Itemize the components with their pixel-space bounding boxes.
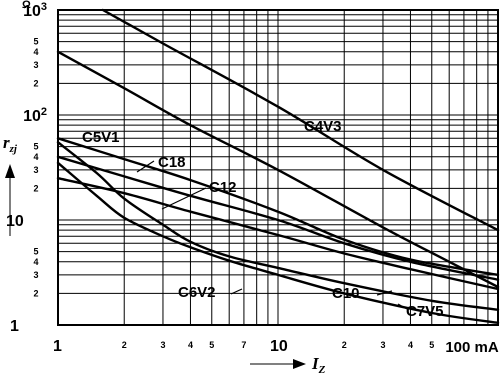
y-axis-title-text: rzj [3, 133, 18, 155]
series-labels: C4V3 C5V1 C18 C12 C10 C6V2 C7V5 [82, 118, 444, 320]
x-tick-label-minor: 4 [408, 340, 413, 350]
x-tick-label-minor: 4 [188, 340, 193, 350]
x-tick-label-major: 1 [53, 338, 62, 355]
x-tick-label-minor: 2 [342, 340, 347, 350]
x-tick-label-minor: 5 [429, 340, 434, 350]
series-label-c18: C18 [158, 154, 186, 171]
series-label-c5v1: C5V1 [82, 129, 120, 146]
y-tick-label-minor: 5 [33, 247, 38, 257]
series-line-c18 [56, 137, 500, 277]
x-tick-label-minor: 5 [209, 340, 214, 350]
series-label-c12: C12 [209, 179, 237, 196]
series-line-c10 [56, 177, 500, 291]
series-line-c7v5 [56, 141, 500, 311]
y-tick-label-minor: 4 [33, 152, 38, 162]
x-tick-label-major: 10 [270, 338, 288, 355]
x-tick-label-minor: 3 [380, 340, 385, 350]
x-tick-label-minor: 7 [241, 340, 246, 350]
leader-line-c6v2 [230, 288, 243, 295]
series-line-c12 [56, 155, 500, 281]
y-tick-label-minor: 3 [33, 270, 38, 280]
y-axis-arrow-icon [5, 164, 15, 178]
y-tick-label-major: 103 [23, 1, 47, 20]
y-tick-label-minor: 5 [33, 37, 38, 47]
x-tick-label-minor: 3 [160, 340, 165, 350]
x-tick-label-minor: 2 [122, 340, 127, 350]
series-line-c5v1 [56, 50, 500, 289]
x-axis-arrow-icon [293, 359, 306, 369]
y-tick-base: 10 [23, 108, 41, 125]
y-axis-title-sub: zj [9, 143, 18, 155]
y-tick-label-minor: 2 [33, 183, 38, 193]
x-axis-title-text: IZ [311, 354, 326, 376]
leader-line-c7v5 [397, 303, 408, 310]
y-axis-title: rzj [3, 133, 18, 236]
y-tick-label-major: 1 [10, 318, 19, 335]
x-tick-label-major: 100 mA [445, 339, 499, 356]
y-tick-label-minor: 4 [33, 47, 38, 57]
y-tick-label-minor: 2 [33, 78, 38, 88]
y-tick-label-minor: 2 [33, 288, 38, 298]
y-tick-label-minor: 3 [33, 165, 38, 175]
y-tick-label-major: 10 [6, 213, 24, 230]
label-leaders [136, 160, 408, 310]
series-label-c6v2: C6V2 [178, 284, 216, 301]
x-tick-labels: 1 10 100 mA 2 3 4 5 7 2 3 4 5 [53, 338, 499, 356]
x-axis-title: IZ [250, 354, 326, 376]
series-line-c4v3 [101, 8, 500, 232]
leader-line-c12 [161, 187, 207, 210]
series-label-c10: C10 [332, 285, 360, 302]
leader-line-c10 [376, 290, 393, 296]
y-unit-label: Ω [22, 0, 31, 11]
x-axis-title-sub: Z [318, 364, 326, 376]
y-tick-label-minor: 4 [33, 257, 38, 267]
y-tick-exponent: 2 [41, 106, 47, 118]
y-tick-base: 10 [23, 3, 41, 20]
plot-frame [57, 9, 499, 326]
x-axis-title-main: I [311, 354, 320, 373]
series-label-c7v5: C7V5 [406, 303, 444, 320]
grid [58, 10, 498, 325]
series-lines [56, 8, 500, 324]
series-line-c6v2 [56, 161, 500, 324]
y-tick-exponent: 3 [41, 1, 47, 13]
series-label-c4v3: C4V3 [304, 118, 342, 135]
y-axis-title-main: r [3, 133, 10, 152]
y-tick-label-minor: 3 [33, 60, 38, 70]
y-tick-label-minor: 5 [33, 142, 38, 152]
y-tick-label-major: 102 [23, 106, 47, 125]
leader-line-c18 [136, 160, 155, 173]
